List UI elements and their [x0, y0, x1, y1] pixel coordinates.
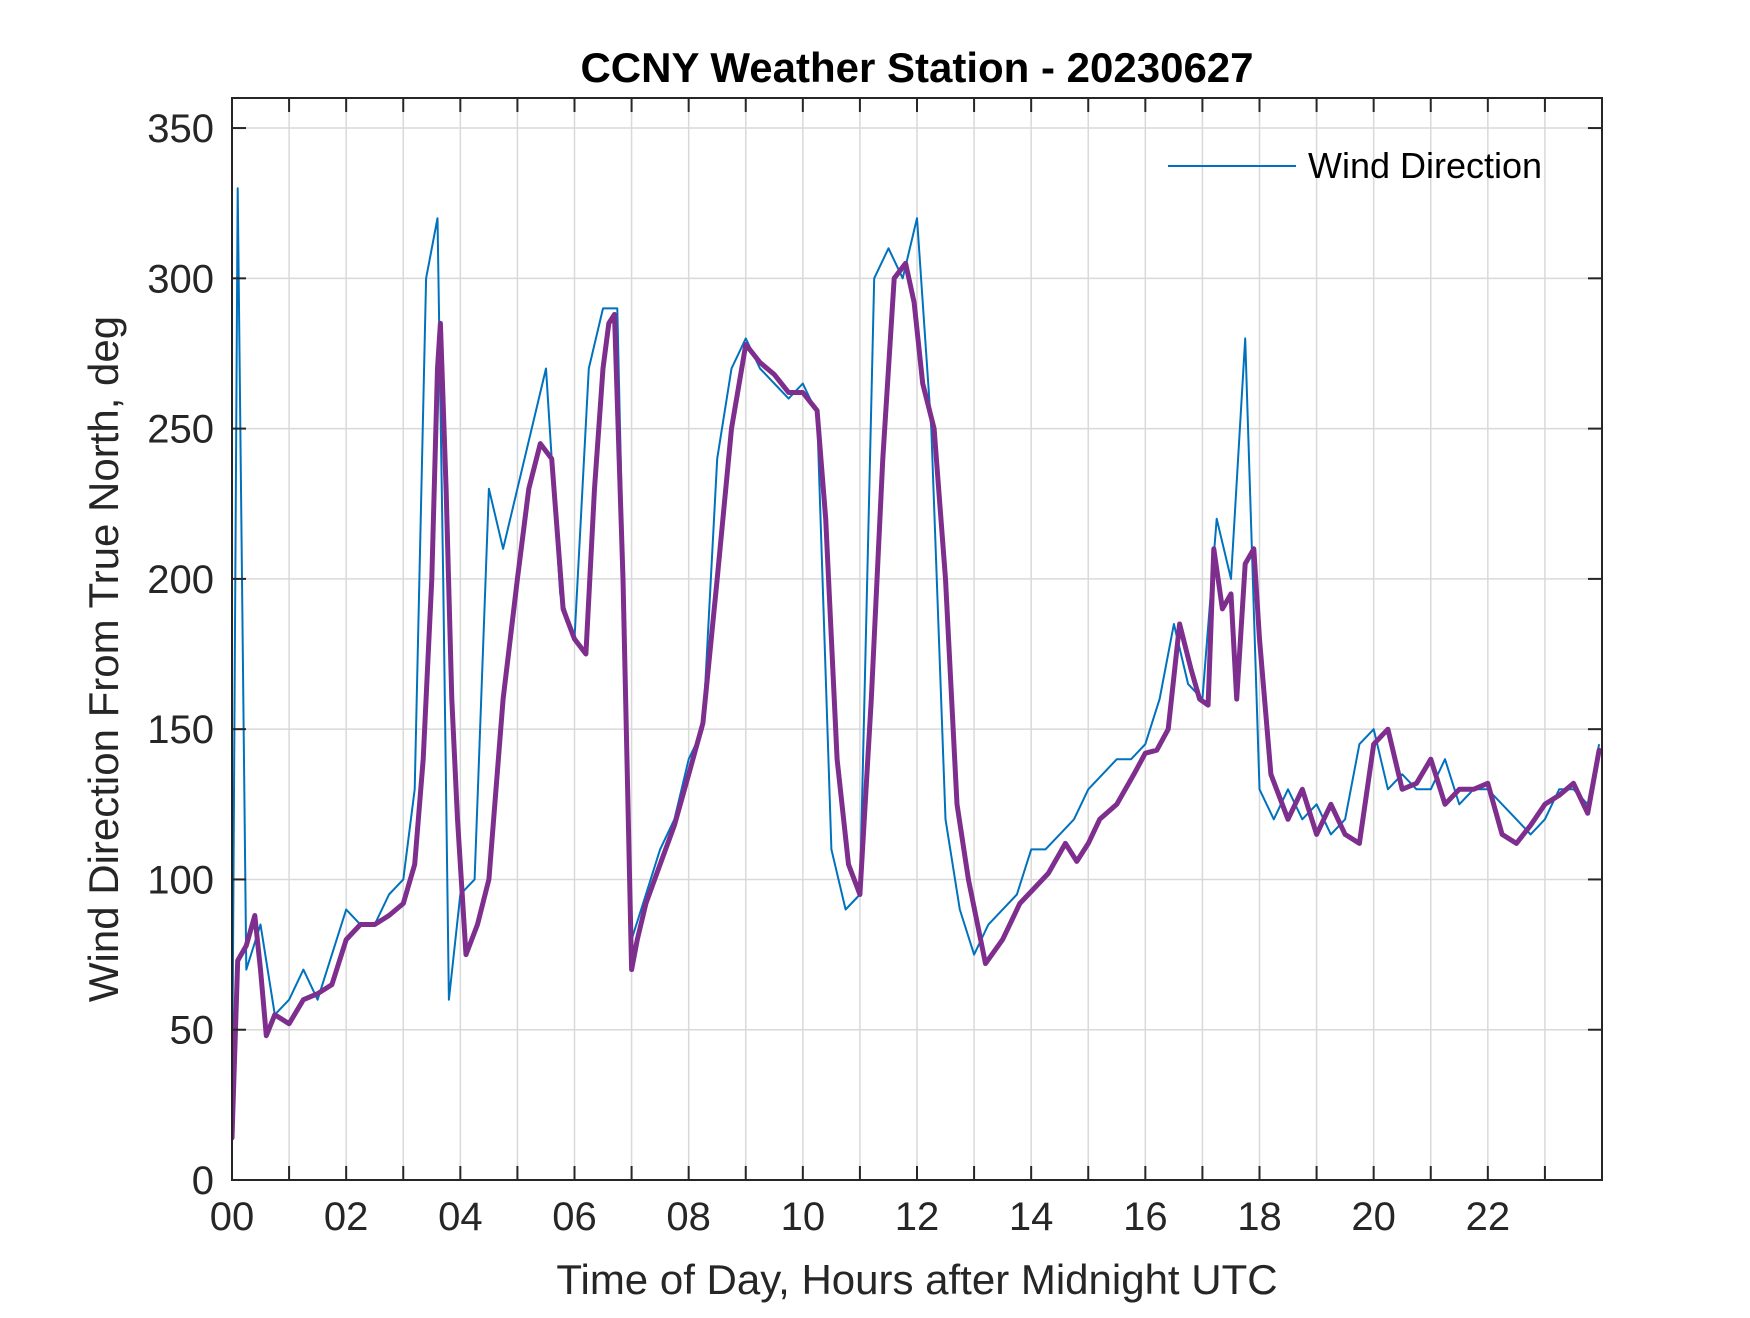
x-tick-label: 12: [895, 1195, 940, 1239]
x-tick-label: 14: [1009, 1195, 1054, 1239]
legend-label-wind-direction: Wind Direction: [1308, 145, 1542, 186]
x-tick-label: 06: [552, 1195, 597, 1239]
y-tick-label: 50: [170, 1009, 215, 1053]
x-tick-label: 22: [1466, 1195, 1511, 1239]
plot-area: 00 02 04 06 08 10 12 14 16 18 20 22 0 50 100 150 200 250 3…: [147, 97, 1603, 1239]
chart-title: CCNY Weather Station - 20230627: [580, 44, 1253, 91]
x-tick-label: 02: [324, 1195, 369, 1239]
y-tick-label: 100: [147, 858, 214, 902]
x-tick-label: 10: [781, 1195, 826, 1239]
x-tick-label: 04: [438, 1195, 483, 1239]
x-tick-label: 08: [666, 1195, 711, 1239]
x-axis-label: Time of Day, Hours after Midnight UTC: [556, 1256, 1277, 1303]
x-tick-label: 16: [1123, 1195, 1168, 1239]
y-tick-label: 300: [147, 257, 214, 301]
x-tick-label: 00: [210, 1195, 255, 1239]
y-tick-label: 250: [147, 408, 214, 452]
y-tick-label: 150: [147, 708, 214, 752]
y-tick-label: 350: [147, 107, 214, 151]
series-line-wind-direction: [232, 187, 1601, 1120]
y-tick-label: 200: [147, 558, 214, 602]
series-line-smoothed: [232, 260, 1602, 1141]
y-tick-label: 0: [192, 1159, 214, 1203]
y-axis-label: Wind Direction From True North, deg: [80, 316, 127, 1002]
x-tick-label: 20: [1351, 1195, 1396, 1239]
x-tick-label: 18: [1237, 1195, 1282, 1239]
